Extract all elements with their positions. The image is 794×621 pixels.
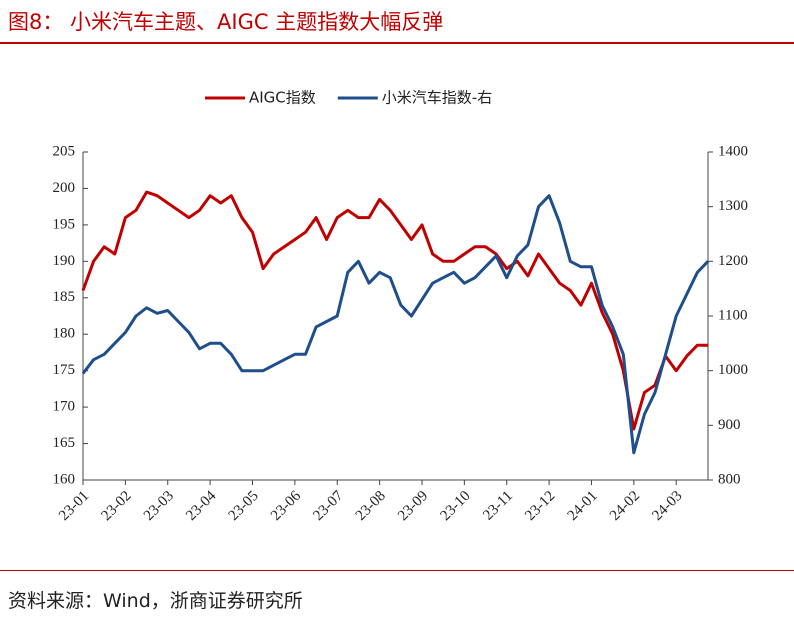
x-tick-label: 23-10 [438,488,474,524]
y2-tick-label: 1300 [718,198,748,214]
legend-label: AIGC指数 [249,89,316,107]
x-tick-label: 23-09 [395,488,431,524]
y-tick-label: 195 [53,216,76,232]
y-tick-label: 160 [53,471,76,487]
x-tick-label: 23-07 [310,488,346,524]
x-tick-label: 23-12 [522,488,558,524]
rule [0,570,794,571]
x-tick-label: 23-04 [183,488,219,524]
y-tick-label: 175 [53,362,76,378]
y2-tick-label: 1000 [718,362,748,378]
figure-title: 图8： 小米汽车主题、AIGC 主题指数大幅反弹 [8,10,444,34]
x-tick-label: 24-02 [607,488,643,524]
x-tick-label: 23-08 [353,488,389,524]
x-tick-label: 23-05 [226,488,262,524]
x-tick-label: 23-03 [141,488,177,524]
y2-tick-label: 900 [718,417,741,433]
y2-tick-label: 1200 [718,253,748,269]
y2-tick-label: 1100 [718,307,747,323]
y-tick-label: 185 [53,289,76,305]
x-tick-label: 23-11 [480,488,516,524]
x-tick-label: 23-01 [56,488,92,524]
y-tick-label: 165 [53,435,76,451]
rule [0,42,794,44]
source-note: 资料来源：Wind，浙商证券研究所 [8,590,303,612]
y2-tick-label: 1400 [718,143,748,159]
x-tick-label: 23-06 [268,488,304,524]
x-tick-label: 24-01 [565,488,601,524]
legend-label: 小米汽车指数-右 [382,89,492,107]
y-tick-label: 190 [53,253,76,269]
y-tick-label: 205 [53,143,76,159]
y2-tick-label: 800 [718,471,741,487]
series-line [81,194,710,455]
y-tick-label: 180 [53,326,76,342]
y-tick-label: 170 [53,399,76,415]
chart: 160 165 170 175 180 185 190 195 200 205 800 900 1000… [53,89,749,525]
x-tick-label: 24-03 [649,488,685,524]
series-line [81,190,708,431]
x-tick-label: 23-02 [99,488,135,524]
y-tick-label: 200 [53,180,76,196]
